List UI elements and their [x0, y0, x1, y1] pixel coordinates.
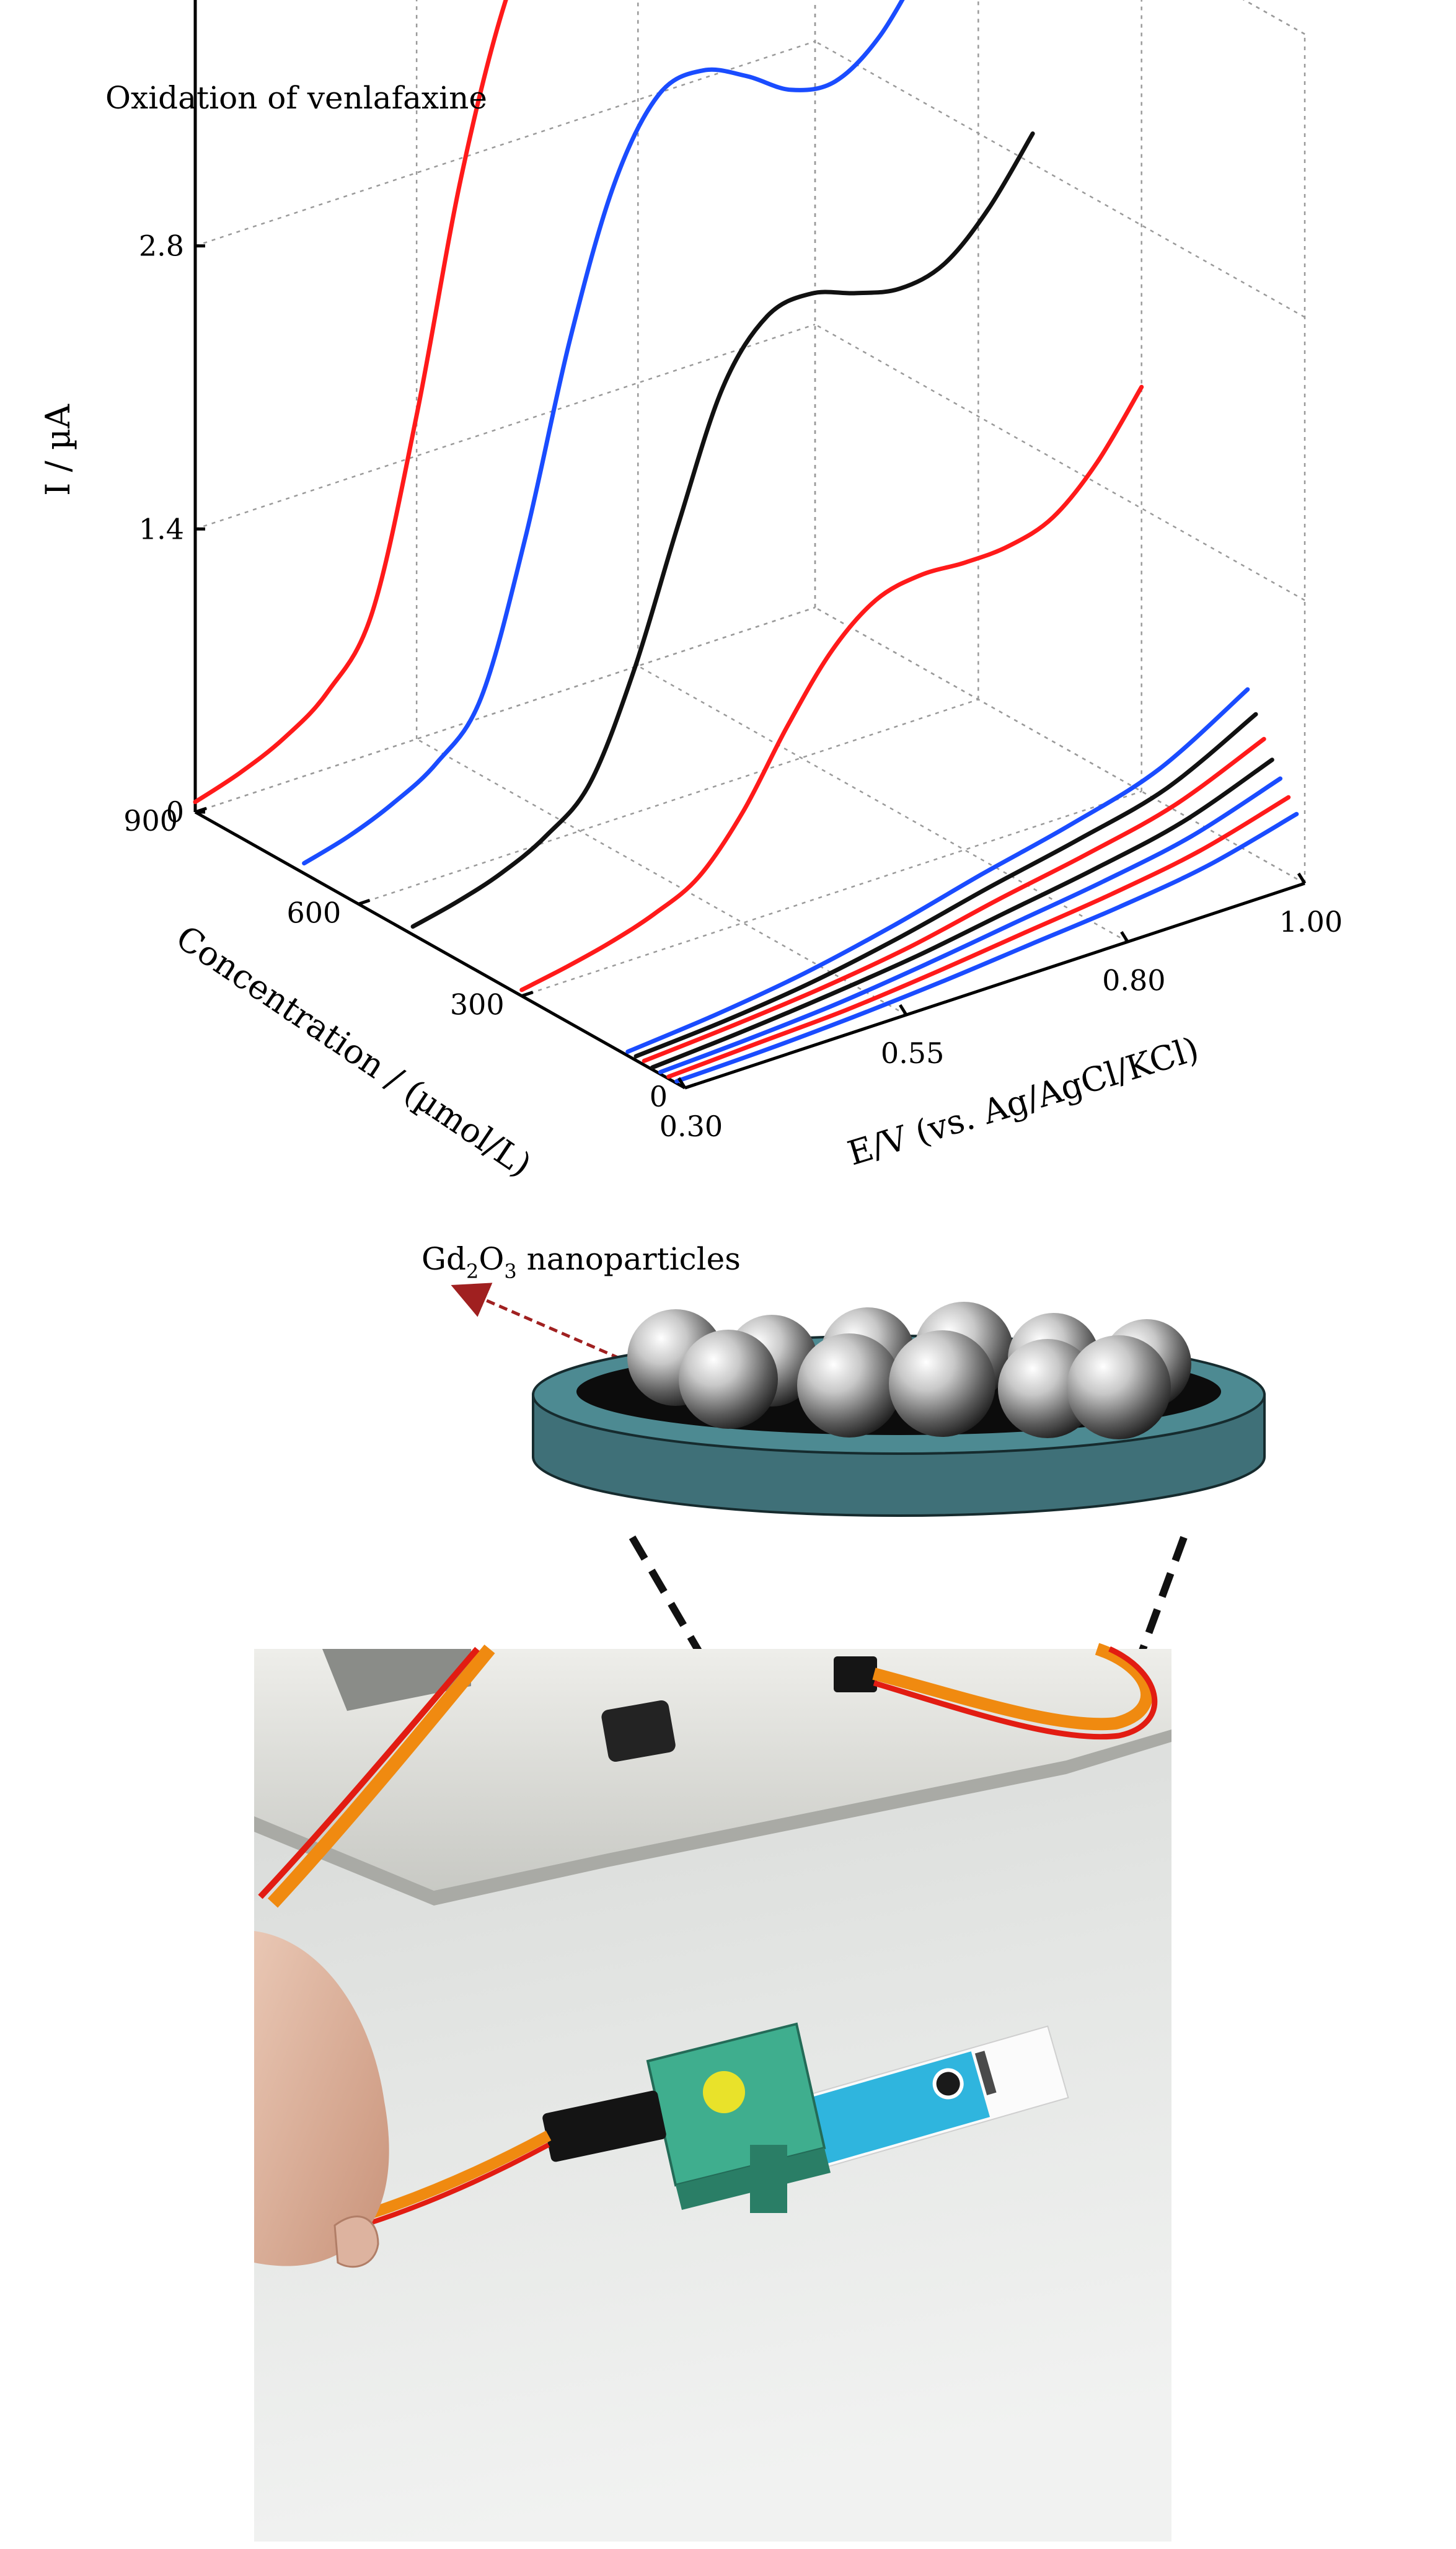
grid-line: [814, 324, 1305, 601]
z-tick-mark: [521, 991, 534, 998]
grid-line: [195, 324, 816, 530]
series-line-6: [642, 736, 1266, 1063]
x-tick-label: 0.55: [881, 1036, 944, 1070]
nanoparticle-sphere: [889, 1330, 995, 1437]
z-tick-mark: [195, 806, 207, 814]
label-pointer-arrow: [451, 1283, 633, 1366]
grid-line: [1242, 0, 1305, 35]
z-tick-label: 600: [287, 896, 342, 929]
z-axis: [194, 810, 686, 1090]
nanoparticles-label: Gd2O3 nanoparticles: [421, 1241, 741, 1283]
hand: [254, 1931, 389, 2266]
nanoparticle-sphere: [998, 1339, 1097, 1438]
z-axis-label: Concentration / (µmol/L): [169, 918, 539, 1185]
cable-left-orange: [267, 1645, 495, 1908]
series-line-10: [674, 811, 1299, 1084]
y-tick-label: 1.4: [139, 512, 184, 546]
series-line-4: [625, 687, 1250, 1054]
grid-line: [1242, 0, 1305, 35]
grid-line: [358, 699, 979, 905]
z-tick-label: 300: [450, 988, 505, 1022]
series-line-2: [410, 131, 1035, 929]
series-line-7: [650, 758, 1274, 1070]
z-tick-mark: [358, 898, 371, 906]
x-tick-label: 1.00: [1279, 905, 1343, 939]
cable-front: [370, 2131, 552, 2219]
z-tick-label: 900: [123, 804, 178, 837]
series-line-8: [658, 776, 1282, 1074]
series-line-1: [302, 0, 905, 866]
sensor-photo: [254, 1643, 1171, 2542]
strip-connector: [646, 2022, 831, 2213]
axes: [193, 0, 1305, 1090]
series-line-0: [193, 0, 508, 805]
z-tick-mark: [684, 1082, 697, 1090]
zoom-line-left: [629, 1535, 937, 2054]
grid-line: [814, 606, 1305, 885]
y-axis-label: I / µA: [38, 404, 77, 496]
working-electrode: [932, 2068, 964, 2100]
nanoparticle-sphere: [797, 1333, 901, 1438]
z-tick-label: 0: [650, 1080, 668, 1113]
chart-title: Oxidation of venlafaxine: [105, 80, 487, 116]
ticks-layer: 01.42.84.203006009000.300.550.801.00: [123, 229, 1343, 1143]
electrode-illustration: Gd2O3 nanoparticles: [421, 1241, 1266, 2054]
x-tick-label: 0.80: [1102, 963, 1165, 997]
x-tick-mark: [899, 1004, 908, 1016]
series-line-5: [633, 712, 1258, 1059]
box-display: [322, 1649, 471, 1711]
y-tick-label: 2.8: [139, 229, 184, 263]
yellow-dot: [703, 2071, 745, 2113]
x-tick-mark: [677, 1077, 687, 1089]
series-line-9: [666, 795, 1291, 1079]
grid-line: [416, 738, 907, 1016]
box-connector: [834, 1656, 877, 1692]
nanoparticle-sphere: [1067, 1335, 1171, 1439]
series-layer: [193, 0, 1299, 1084]
y-tick-label: 0: [166, 795, 184, 829]
x-axis: [684, 881, 1305, 1090]
cable-right-orange: [872, 1643, 1154, 1731]
grid-line: [195, 606, 816, 813]
box-port: [601, 1700, 676, 1762]
potentiostat-box: [254, 1649, 1171, 1891]
grid-line: [814, 40, 1305, 318]
x-tick-mark: [1297, 872, 1307, 885]
grid-line: [637, 665, 1128, 943]
grid: [194, 0, 1306, 1089]
x-tick-label: 0.30: [660, 1110, 723, 1143]
x-tick-mark: [1120, 930, 1129, 943]
black-plug: [542, 2090, 666, 2162]
nanoparticle-spheres: [627, 1302, 1191, 1439]
nanoparticle-sphere: [679, 1330, 778, 1429]
series-line-3: [519, 384, 1144, 992]
chart-3d: 01.42.84.203006009000.300.550.801.00 Oxi…: [38, 0, 1343, 1185]
